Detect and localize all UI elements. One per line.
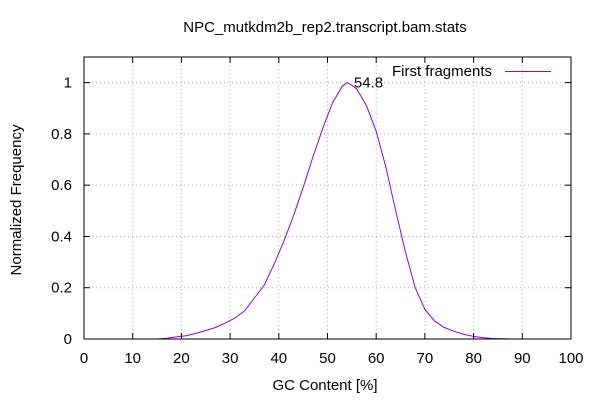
plot-border: [83, 56, 572, 340]
y-tick-label: 1: [64, 75, 72, 92]
plot-area: [157, 82, 513, 340]
chart-title: NPC_mutkdm2b_rep2.transcript.bam.stats: [183, 19, 466, 36]
x-tick-label: 90: [514, 350, 531, 367]
y-tick-label: 0.2: [51, 280, 72, 297]
series-line-first-fragments: [157, 82, 513, 340]
x-tick-label: 20: [173, 350, 190, 367]
y-tick-label: 0.8: [51, 126, 72, 143]
x-tick-label: 60: [368, 350, 385, 367]
peak-annotation: 54.8: [354, 75, 383, 92]
y-tick-label: 0: [64, 331, 72, 348]
legend: First fragments: [392, 63, 551, 80]
x-tick-label: 0: [80, 350, 88, 367]
x-tick-label: 70: [417, 350, 434, 367]
grid-lines: [84, 57, 571, 339]
legend-label: First fragments: [392, 63, 492, 80]
y-tick-label: 0.6: [51, 177, 72, 194]
x-tick-label: 10: [124, 350, 141, 367]
x-tick-label: 100: [558, 350, 583, 367]
x-axis-label: GC Content [%]: [272, 377, 377, 394]
x-tick-label: 50: [319, 350, 336, 367]
y-axis-label: Normalized Frequency: [8, 124, 25, 275]
x-tick-label: 30: [222, 350, 239, 367]
x-tick-label: 80: [465, 350, 482, 367]
x-tick-label: 40: [270, 350, 287, 367]
y-tick-label: 0.4: [51, 228, 72, 245]
axes: 0 10 20 30 40 50 60 70 80 90 100 0 0.2 0.4 0.6 0.8 1: [51, 56, 584, 367]
